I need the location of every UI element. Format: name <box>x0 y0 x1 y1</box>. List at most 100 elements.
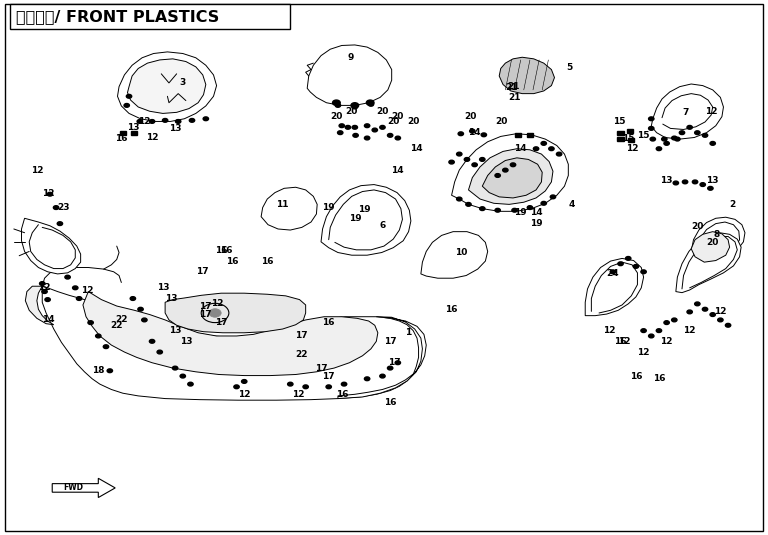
Text: FWD: FWD <box>64 484 84 492</box>
Circle shape <box>303 385 308 388</box>
Text: 16: 16 <box>336 391 349 399</box>
Circle shape <box>680 131 685 135</box>
Polygon shape <box>307 45 392 105</box>
Text: 12: 12 <box>618 337 631 346</box>
Text: 19: 19 <box>515 209 527 217</box>
Bar <box>515 133 521 137</box>
Text: 21: 21 <box>507 82 519 91</box>
Circle shape <box>142 318 147 322</box>
Circle shape <box>664 321 669 324</box>
Circle shape <box>641 270 646 274</box>
Text: 16: 16 <box>630 372 642 380</box>
Text: 2: 2 <box>730 200 736 209</box>
Text: 1: 1 <box>406 328 412 337</box>
Text: 12: 12 <box>637 348 650 356</box>
Text: 17: 17 <box>323 372 335 380</box>
Text: 20: 20 <box>407 118 419 126</box>
Circle shape <box>495 209 501 212</box>
Text: 22: 22 <box>115 316 127 324</box>
Circle shape <box>495 174 501 178</box>
Circle shape <box>618 262 624 266</box>
Text: 12: 12 <box>292 391 304 399</box>
Text: 17: 17 <box>315 364 327 372</box>
Polygon shape <box>42 286 419 400</box>
Circle shape <box>694 131 700 135</box>
Circle shape <box>40 282 45 286</box>
Text: 12: 12 <box>238 391 250 399</box>
Text: 20: 20 <box>387 118 399 126</box>
Text: 17: 17 <box>384 337 396 346</box>
Text: 17: 17 <box>215 318 227 327</box>
Text: 12: 12 <box>603 326 615 335</box>
Circle shape <box>395 136 401 140</box>
Text: 12: 12 <box>146 133 158 142</box>
Polygon shape <box>83 292 378 376</box>
Text: 4: 4 <box>569 201 575 209</box>
Text: 8: 8 <box>713 230 720 239</box>
Polygon shape <box>338 317 426 399</box>
Circle shape <box>163 119 167 123</box>
Bar <box>617 137 624 141</box>
Text: 17: 17 <box>196 268 208 276</box>
Circle shape <box>379 126 386 129</box>
Text: 13: 13 <box>165 294 177 303</box>
Bar <box>527 133 533 137</box>
Text: 18: 18 <box>92 366 104 374</box>
Circle shape <box>364 124 369 128</box>
Text: 12: 12 <box>714 308 727 316</box>
Polygon shape <box>165 293 306 333</box>
Circle shape <box>541 202 546 205</box>
Text: 23: 23 <box>58 203 70 212</box>
Text: 17: 17 <box>296 332 308 340</box>
Polygon shape <box>482 158 542 198</box>
Circle shape <box>48 193 52 196</box>
Circle shape <box>641 328 646 333</box>
Text: 13: 13 <box>127 123 139 132</box>
Circle shape <box>469 129 475 133</box>
Text: 22: 22 <box>296 350 308 359</box>
Circle shape <box>138 307 143 311</box>
Circle shape <box>717 318 723 322</box>
Circle shape <box>548 147 554 151</box>
Circle shape <box>702 134 708 137</box>
Circle shape <box>333 100 340 105</box>
Circle shape <box>364 136 369 140</box>
Circle shape <box>687 126 693 129</box>
Polygon shape <box>651 84 723 139</box>
Circle shape <box>180 374 185 378</box>
Text: 14: 14 <box>468 128 481 137</box>
Polygon shape <box>25 286 54 325</box>
Text: 16: 16 <box>445 305 458 314</box>
Circle shape <box>379 374 386 378</box>
Circle shape <box>633 265 638 269</box>
Circle shape <box>541 142 546 146</box>
Circle shape <box>527 206 532 210</box>
Text: 17: 17 <box>200 310 212 319</box>
Text: 16: 16 <box>323 318 335 327</box>
Circle shape <box>674 137 680 141</box>
Circle shape <box>65 276 71 279</box>
Polygon shape <box>127 59 206 113</box>
Text: 19: 19 <box>530 219 542 228</box>
Circle shape <box>341 383 347 386</box>
Circle shape <box>103 345 109 349</box>
Text: 11: 11 <box>276 200 288 209</box>
Circle shape <box>456 152 462 156</box>
Circle shape <box>88 321 94 324</box>
Text: 19: 19 <box>358 205 370 214</box>
Circle shape <box>126 95 132 98</box>
Circle shape <box>673 181 679 185</box>
Circle shape <box>338 131 343 135</box>
Circle shape <box>700 183 705 187</box>
Text: 12: 12 <box>660 337 673 346</box>
Circle shape <box>664 142 669 146</box>
Text: 13: 13 <box>169 326 181 335</box>
Circle shape <box>176 120 181 124</box>
Circle shape <box>465 203 471 207</box>
Circle shape <box>368 103 373 106</box>
Text: 21: 21 <box>505 83 518 91</box>
Text: 12: 12 <box>211 300 223 308</box>
Circle shape <box>173 366 177 370</box>
Text: 12: 12 <box>38 284 51 292</box>
Text: 12: 12 <box>684 326 696 335</box>
